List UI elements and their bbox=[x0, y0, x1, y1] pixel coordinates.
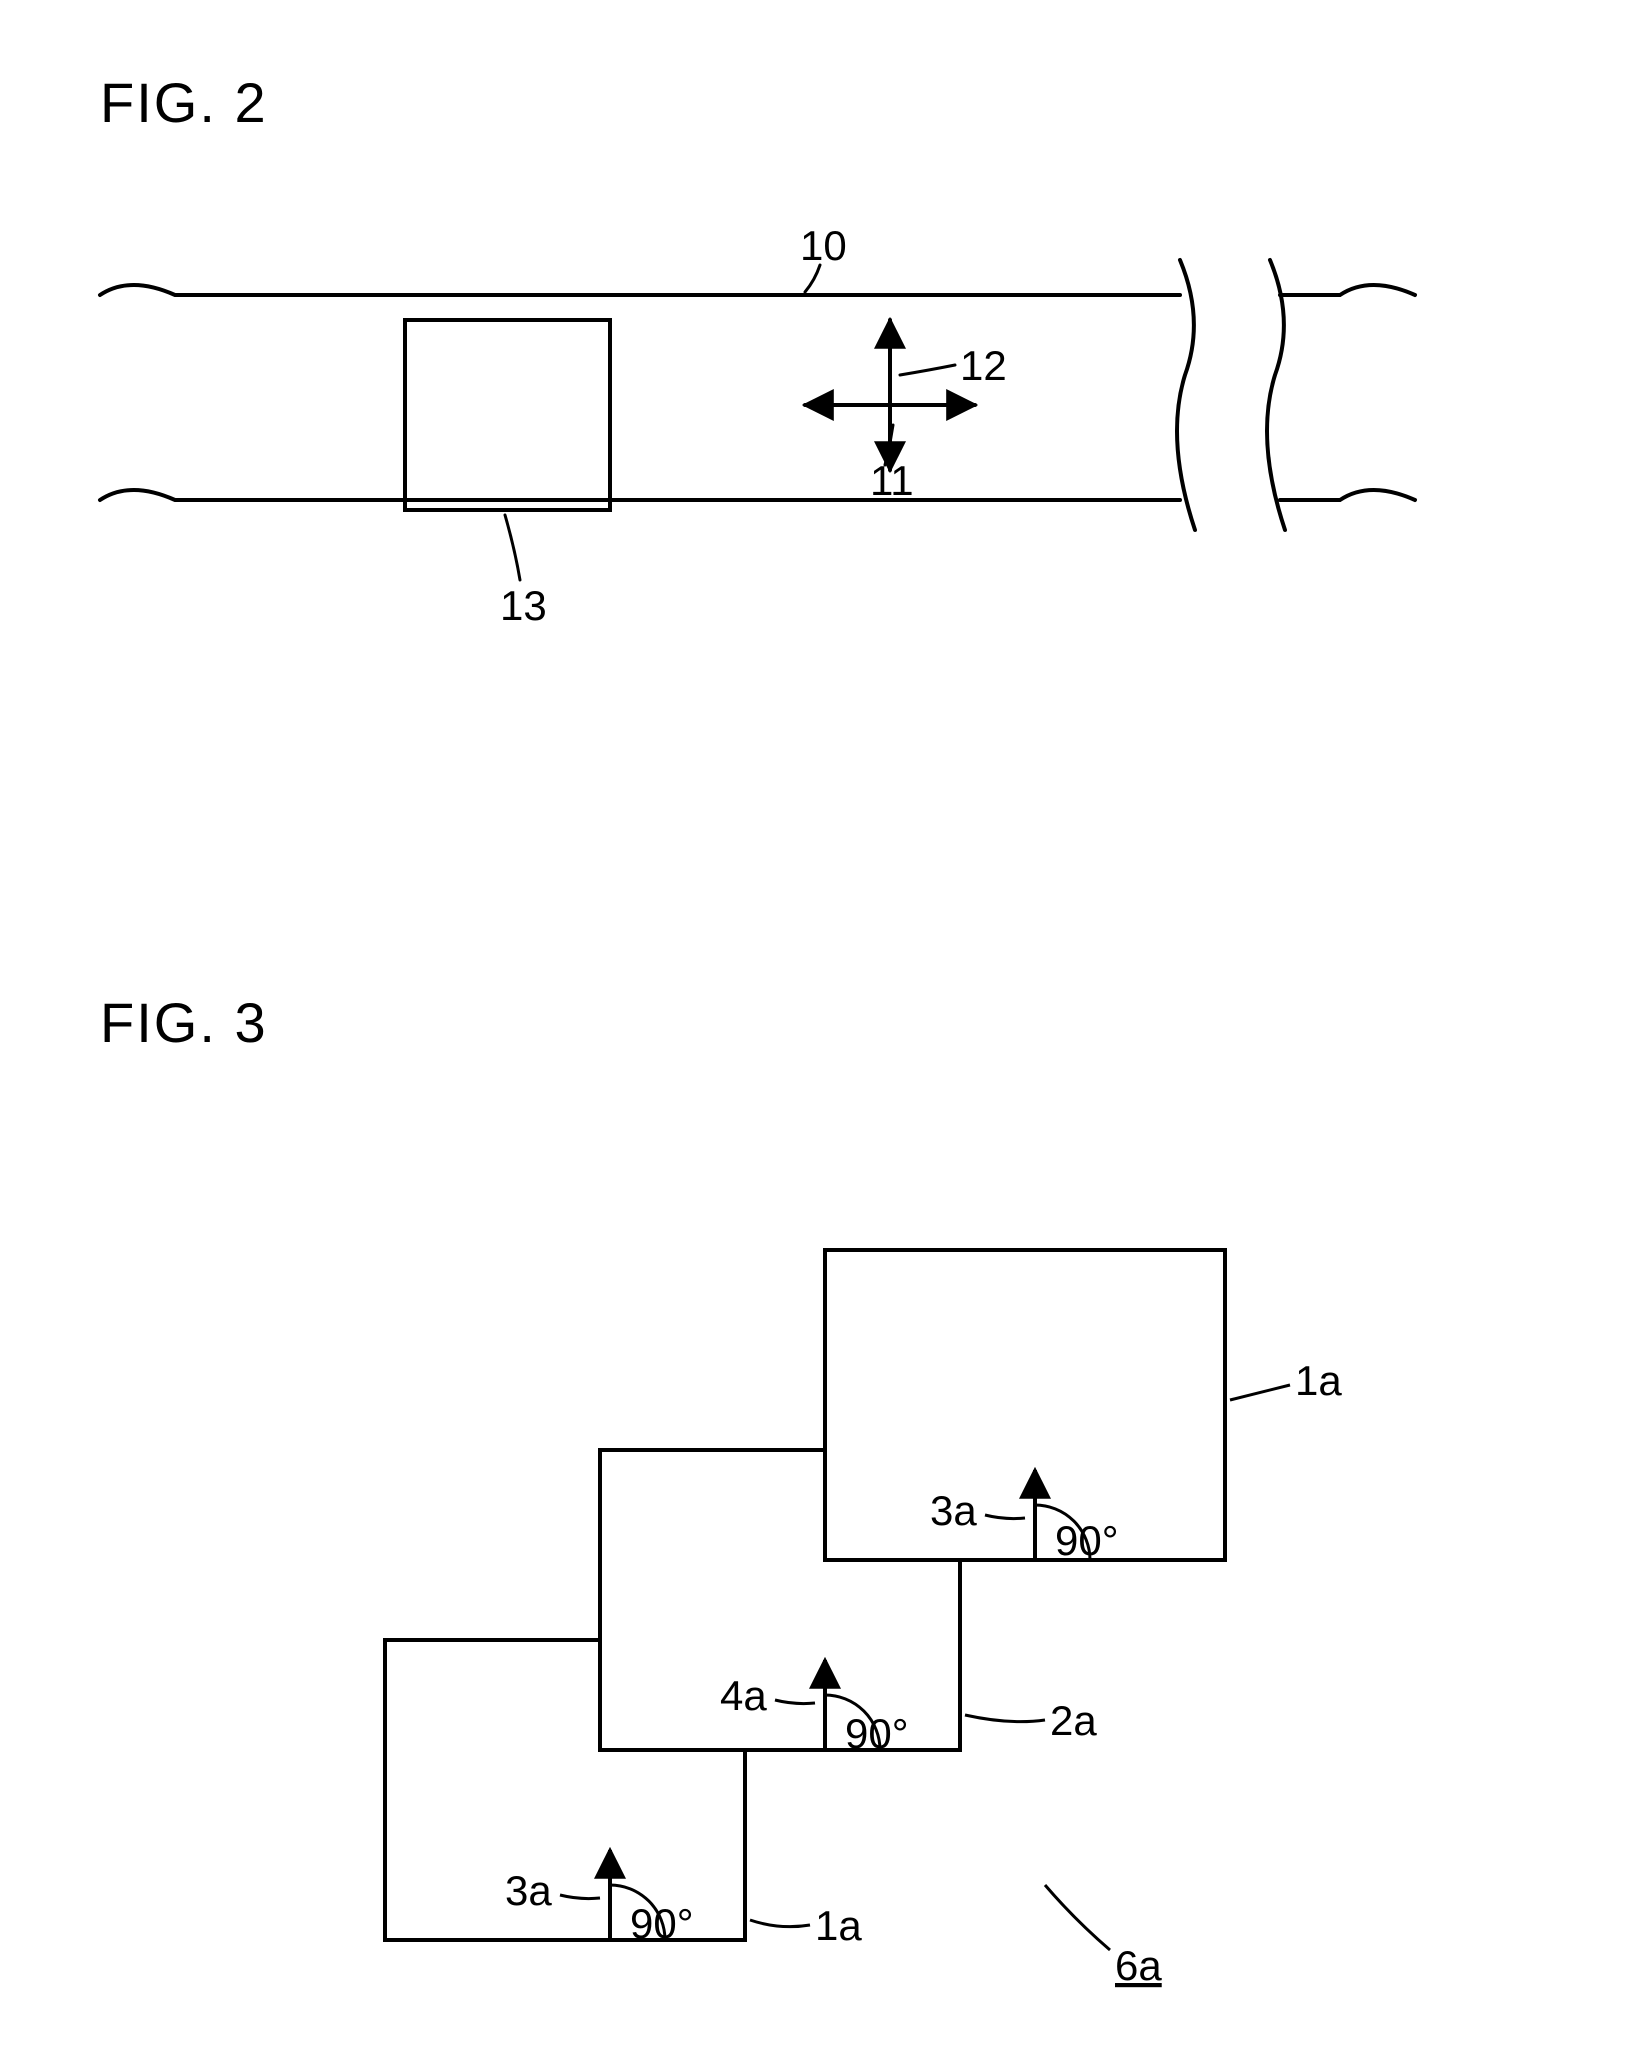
square-13 bbox=[405, 320, 610, 510]
fig3-diagram: 1a 2a 1a 3a 4a 3a 90° 90° 90° 6a bbox=[280, 1160, 1430, 2030]
label-angle-bot: 90° bbox=[630, 1900, 694, 1947]
break-mark-right bbox=[1267, 260, 1285, 530]
label-3a-top: 3a bbox=[930, 1487, 977, 1534]
strip-top-edge bbox=[100, 285, 1415, 295]
label-3a-bot: 3a bbox=[505, 1867, 552, 1914]
leader-10 bbox=[805, 265, 820, 292]
leader-12 bbox=[900, 365, 955, 375]
label-1a-top: 1a bbox=[1295, 1357, 1342, 1404]
leader-13 bbox=[505, 515, 520, 580]
leader-2a bbox=[965, 1715, 1045, 1722]
strip-bottom-edge bbox=[100, 490, 1415, 500]
label-12: 12 bbox=[960, 342, 1007, 389]
label-6a: 6a bbox=[1115, 1942, 1162, 1989]
leader-1a-top bbox=[1230, 1385, 1290, 1400]
label-13: 13 bbox=[500, 582, 547, 629]
label-4a: 4a bbox=[720, 1672, 767, 1719]
label-11: 11 bbox=[870, 457, 914, 504]
fig2-title: FIG. 2 bbox=[100, 70, 268, 135]
leader-6a bbox=[1045, 1885, 1110, 1950]
label-1a-bot: 1a bbox=[815, 1902, 862, 1949]
rect-top-1a bbox=[825, 1250, 1225, 1560]
leader-1a-bot bbox=[750, 1920, 810, 1927]
label-angle-mid: 90° bbox=[845, 1710, 909, 1757]
fig3-title: FIG. 3 bbox=[100, 990, 268, 1055]
label-10: 10 bbox=[800, 230, 847, 269]
label-2a: 2a bbox=[1050, 1697, 1097, 1744]
break-mark-left bbox=[1177, 260, 1195, 530]
label-angle-top: 90° bbox=[1055, 1517, 1119, 1564]
fig2-diagram: 10 12 11 13 bbox=[60, 230, 1460, 650]
